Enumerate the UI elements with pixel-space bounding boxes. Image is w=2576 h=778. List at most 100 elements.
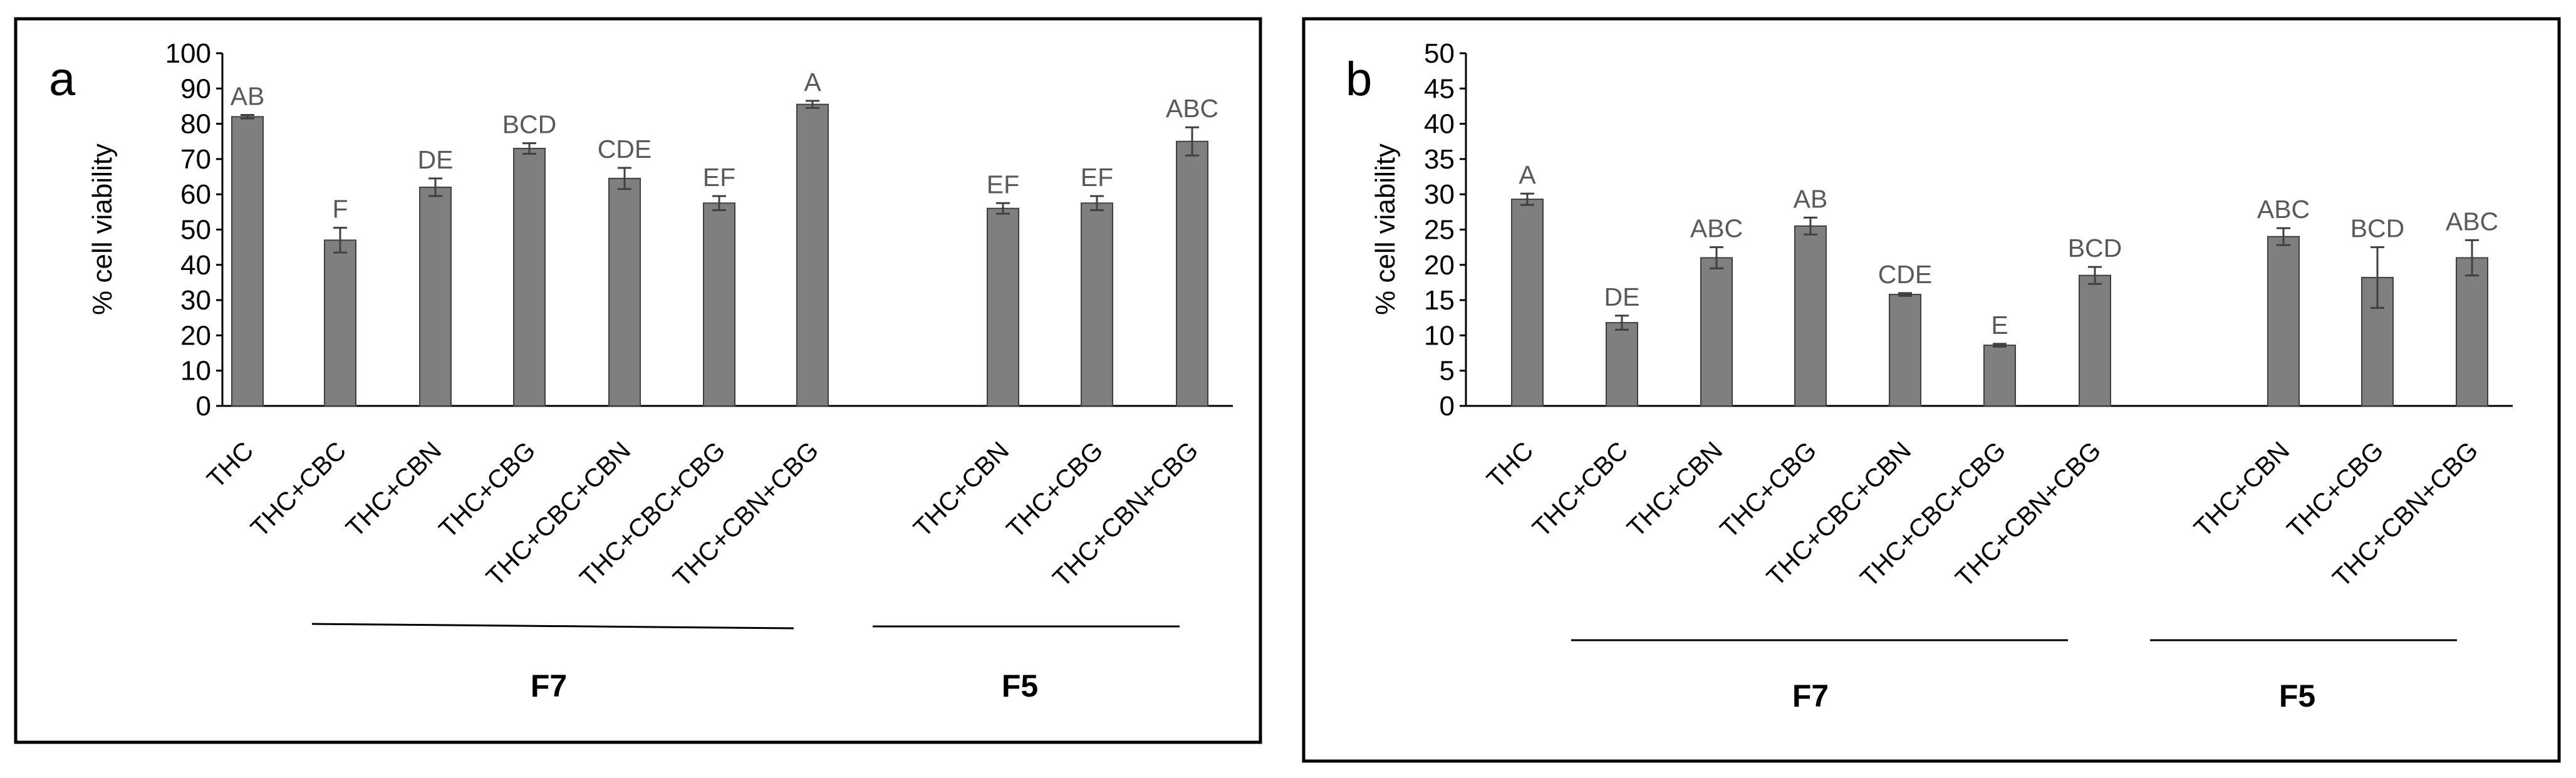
bar: [324, 239, 356, 407]
significance-label: DE: [418, 145, 454, 174]
y-tick-label: 60: [180, 179, 211, 210]
bar: [2267, 236, 2300, 407]
significance-label: BCD: [502, 110, 557, 139]
y-tick-label: 35: [1424, 144, 1455, 175]
group-label: F5: [1002, 668, 1038, 703]
category-label: THC+CBN: [908, 436, 1014, 542]
error-bar: [2277, 227, 2290, 246]
bar: [1794, 225, 1827, 407]
significance-label: DE: [1604, 283, 1640, 311]
y-tick-label: 30: [180, 285, 211, 316]
error-bar: [996, 202, 1010, 215]
bar: [1511, 199, 1544, 407]
category-label: THC+CBN: [2188, 436, 2295, 542]
error-bar: [241, 114, 254, 120]
y-tick-label: 80: [180, 109, 211, 140]
panel-frame: [1302, 17, 2561, 763]
bar: [1983, 345, 2016, 407]
significance-label: EF: [987, 170, 1019, 199]
chart-panel-a: a 0 10 20 30 40 50 60 70 80 90 100 % cell viability A…: [14, 17, 1262, 744]
category-label: THC: [201, 436, 259, 494]
bar: [703, 202, 735, 407]
significance-label: ABC: [2257, 195, 2310, 224]
category-label: THC+CBC: [1527, 436, 1633, 542]
significance-label: E: [1991, 311, 2008, 340]
error-bar: [2465, 239, 2479, 277]
bar: [987, 207, 1019, 407]
significance-label: BCD: [2068, 234, 2122, 262]
y-tick-label: 30: [1424, 179, 1455, 210]
y-tick-label: 5: [1440, 356, 1455, 386]
error-bar: [618, 167, 631, 190]
y-tick-label: 100: [165, 38, 211, 69]
y-tick-label: 0: [196, 391, 211, 422]
error-bar: [522, 142, 536, 155]
error-bar: [1615, 314, 1629, 331]
group-label: F5: [2279, 678, 2315, 713]
significance-label: EF: [1081, 163, 1113, 192]
y-tick-label: 45: [1424, 73, 1455, 104]
y-axis-label: % cell viability: [87, 143, 118, 315]
bar: [1606, 322, 1638, 407]
category-label: THC+CBN: [340, 436, 447, 542]
bar: [1889, 294, 1921, 407]
significance-label: CDE: [598, 135, 652, 163]
y-tick-label: 70: [180, 144, 211, 175]
bar: [1081, 202, 1113, 407]
significance-label: ABC: [2446, 207, 2498, 236]
group-label: F7: [1792, 678, 1829, 713]
error-bar: [1520, 192, 1534, 206]
bar: [1700, 257, 1733, 407]
bar: [419, 186, 452, 407]
y-tick-label: 10: [180, 356, 211, 386]
bar: [513, 148, 546, 407]
error-bar: [428, 177, 442, 197]
y-axis-label: % cell viability: [1370, 143, 1401, 315]
significance-label: AB: [1794, 184, 1828, 213]
bar: [796, 103, 829, 407]
y-tick-label: 10: [1424, 320, 1455, 351]
bar: [1176, 140, 1208, 407]
significance-label: ABC: [1690, 214, 1743, 243]
error-bar: [333, 227, 347, 254]
error-bar: [1185, 126, 1199, 157]
y-tick-label: 20: [1424, 250, 1455, 281]
y-tick-label: 15: [1424, 285, 1455, 316]
significance-label: CDE: [1878, 260, 1933, 289]
y-tick-label: 40: [180, 250, 211, 281]
bar: [231, 116, 264, 407]
y-tick-label: 20: [180, 320, 211, 351]
category-label: THC: [1481, 436, 1539, 494]
error-bar: [1710, 246, 1723, 269]
y-tick-label: 90: [180, 73, 211, 104]
significance-label: F: [332, 195, 348, 224]
chart-panel-b: b 0 5 10 15 20 25 30 35 40 45 50 % cell viability A TH…: [1302, 17, 2561, 763]
error-bar: [1993, 343, 2007, 348]
y-tick-label: 50: [1424, 38, 1455, 69]
panel-label: a: [49, 53, 76, 106]
y-tick-label: 25: [1424, 215, 1455, 246]
error-bar: [806, 100, 819, 109]
group-label: F7: [531, 668, 567, 703]
error-bar: [2088, 266, 2102, 285]
significance-label: A: [1519, 160, 1536, 189]
significance-label: ABC: [1166, 94, 1218, 123]
significance-label: A: [804, 68, 821, 96]
panel-label: b: [1346, 53, 1372, 106]
bar: [2456, 257, 2488, 407]
bar: [2079, 274, 2111, 407]
bar: [608, 177, 641, 407]
y-tick-label: 0: [1440, 391, 1455, 422]
significance-label: EF: [703, 163, 735, 192]
error-bar: [1804, 216, 1817, 236]
error-bar: [1898, 292, 1912, 297]
group-line: [311, 623, 794, 630]
error-bar: [2371, 246, 2384, 309]
y-tick-label: 50: [180, 215, 211, 246]
category-label: THC+CBC: [245, 436, 351, 542]
significance-label: AB: [231, 82, 265, 111]
category-label: THC+CBN: [1621, 436, 1728, 542]
error-bar: [1090, 195, 1104, 212]
panel-frame: [14, 17, 1262, 744]
